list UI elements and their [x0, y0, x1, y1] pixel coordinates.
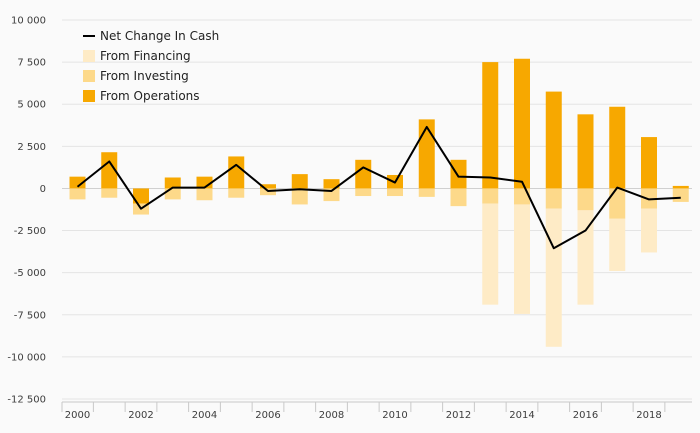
y-tick-label: 2 500: [17, 142, 46, 153]
bar-from-operations: [69, 176, 86, 189]
y-tick-label: 10 000: [11, 16, 46, 27]
bar-from-investing: [355, 188, 372, 197]
legend-swatch-from-financing: [83, 50, 95, 62]
net-change-line: [76, 125, 681, 250]
bar-from-operations: [450, 159, 467, 189]
bar-from-operations: [418, 119, 435, 189]
bar-from-investing: [228, 188, 245, 198]
x-tick-label: 2006: [255, 410, 280, 421]
axes: 10 000 7 500 5 000 2 500 0 -2 500 -5 000 -7 500…: [7, 16, 692, 421]
bar-from-investing: [291, 188, 308, 205]
bar-from-operations: [196, 176, 213, 189]
bar-from-investing: [450, 188, 467, 207]
bar-from-operations: [260, 184, 276, 189]
y-tick-label: 0: [40, 184, 46, 195]
x-tick-label: 2012: [446, 410, 471, 421]
x-tick-label: 2002: [128, 410, 153, 421]
legend-label-from-financing: From Financing: [100, 49, 191, 63]
bar-from-operations: [323, 179, 340, 189]
bar-from-financing: [545, 208, 562, 347]
bar-from-operations: [641, 137, 657, 189]
bar-from-investing: [609, 188, 626, 219]
x-tick-label: 2018: [636, 410, 661, 421]
legend-swatch-from-investing: [83, 70, 95, 82]
bar-from-operations: [672, 185, 689, 189]
bar-from-investing: [69, 188, 86, 200]
legend-label-net-change-in-cash: Net Change In Cash: [100, 29, 219, 43]
bar-from-operations: [101, 152, 118, 189]
y-tick-label: 7 500: [17, 58, 46, 69]
bar-from-investing: [514, 188, 530, 205]
bar-from-investing: [101, 188, 118, 198]
y-tick-label: -10 000: [7, 352, 46, 363]
bar-from-financing: [609, 218, 626, 271]
x-tick-label: 2008: [319, 410, 344, 421]
bar-from-investing: [482, 188, 499, 204]
legend-label-from-investing: From Investing: [100, 69, 189, 83]
x-tick-label: 2014: [509, 410, 534, 421]
bar-from-operations: [355, 159, 372, 189]
bar-from-operations: [482, 62, 499, 189]
bar-from-financing: [641, 208, 657, 253]
bar-from-operations: [545, 91, 562, 189]
bar-from-investing: [577, 188, 594, 211]
bar-from-operations: [609, 106, 626, 189]
bar-from-investing: [196, 188, 213, 201]
x-tick-label: 2010: [382, 410, 407, 421]
y-tick-label: -12 500: [7, 395, 46, 406]
bar-from-investing: [164, 188, 181, 200]
bar-from-operations: [164, 177, 181, 189]
y-tick-label: 5 000: [17, 100, 46, 111]
legend-swatch-from-operations: [83, 90, 95, 102]
bar-from-investing: [672, 188, 689, 202]
x-tick-label: 2000: [65, 410, 90, 421]
x-tick-label: 2016: [573, 410, 598, 421]
bar-from-investing: [545, 188, 562, 209]
y-tick-label: -7 500: [14, 310, 46, 321]
bar-from-operations: [291, 174, 308, 189]
bar-from-financing: [514, 204, 530, 314]
y-tick-label: -5 000: [14, 268, 46, 279]
gridlines: [62, 19, 692, 400]
x-tick-label: 2004: [192, 410, 217, 421]
bar-from-operations: [228, 156, 245, 189]
bar-from-investing: [418, 188, 435, 197]
bar-from-operations: [577, 114, 594, 189]
legend-label-from-operations: From Operations: [100, 89, 200, 103]
bar-from-investing: [387, 188, 403, 197]
bar-from-operations: [133, 188, 149, 204]
bar-from-financing: [482, 203, 499, 305]
bar-from-operations: [514, 58, 530, 189]
legend: Net Change In Cash From Financing From Inv…: [83, 29, 219, 103]
y-tick-label: -2 500: [14, 226, 46, 237]
net-change-line-group: [76, 125, 681, 250]
